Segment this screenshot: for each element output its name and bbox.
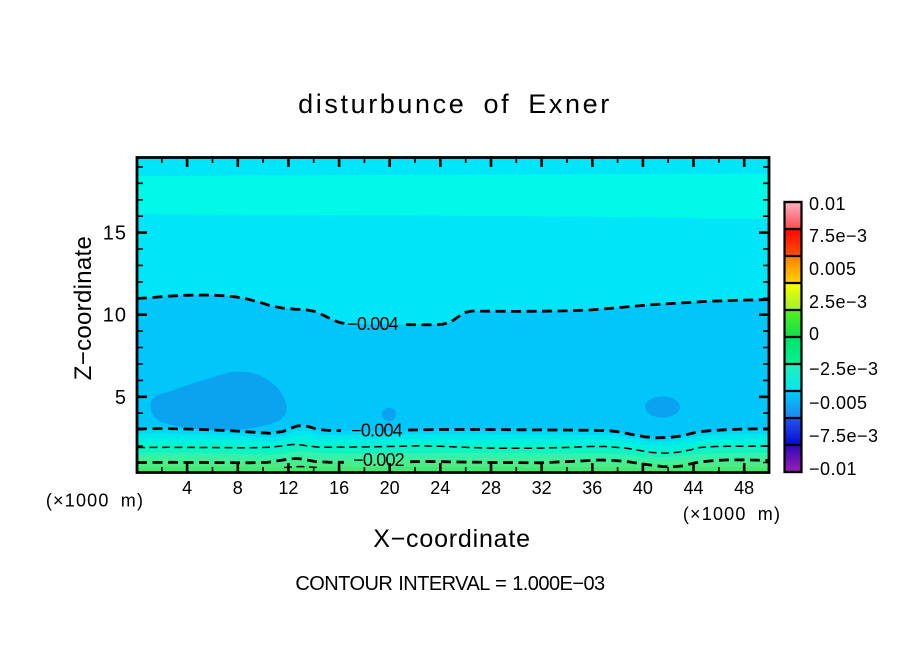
svg-text:disturbunce of Exner: disturbunce of Exner	[298, 89, 612, 119]
svg-text:CONTOUR INTERVAL = 1.000E−03: CONTOUR INTERVAL = 1.000E−03	[295, 573, 605, 595]
svg-text:2.5e−3: 2.5e−3	[809, 292, 868, 312]
svg-text:40: 40	[633, 478, 653, 498]
svg-text:−0.004: −0.004	[351, 421, 403, 441]
svg-text:15: 15	[103, 223, 127, 245]
svg-text:20: 20	[380, 478, 400, 498]
svg-text:0.01: 0.01	[809, 194, 846, 214]
svg-text:16: 16	[329, 478, 349, 498]
svg-text:4: 4	[182, 478, 192, 498]
svg-text:5: 5	[115, 387, 127, 409]
svg-text:Z−coordinate: Z−coordinate	[70, 236, 97, 380]
svg-text:0: 0	[809, 324, 820, 344]
svg-text:X−coordinate: X−coordinate	[373, 525, 531, 553]
svg-text:44: 44	[683, 478, 703, 498]
svg-text:(×1000 m): (×1000 m)	[683, 504, 781, 524]
svg-text:−0.002: −0.002	[353, 450, 405, 470]
svg-text:10: 10	[103, 305, 127, 327]
svg-text:36: 36	[582, 478, 602, 498]
svg-text:7.5e−3: 7.5e−3	[809, 226, 868, 246]
svg-text:−0.005: −0.005	[809, 393, 868, 413]
svg-text:−7.5e−3: −7.5e−3	[809, 426, 879, 446]
svg-text:24: 24	[430, 478, 450, 498]
svg-text:−0.01: −0.01	[809, 459, 857, 479]
svg-text:28: 28	[481, 478, 501, 498]
svg-text:48: 48	[734, 478, 754, 498]
svg-text:0.005: 0.005	[809, 259, 857, 279]
svg-text:32: 32	[532, 478, 552, 498]
svg-text:−0.004: −0.004	[347, 314, 399, 334]
svg-text:12: 12	[278, 478, 298, 498]
svg-text:8: 8	[233, 478, 243, 498]
svg-text:−2.5e−3: −2.5e−3	[809, 359, 879, 379]
svg-text:(×1000 m): (×1000 m)	[46, 491, 144, 511]
